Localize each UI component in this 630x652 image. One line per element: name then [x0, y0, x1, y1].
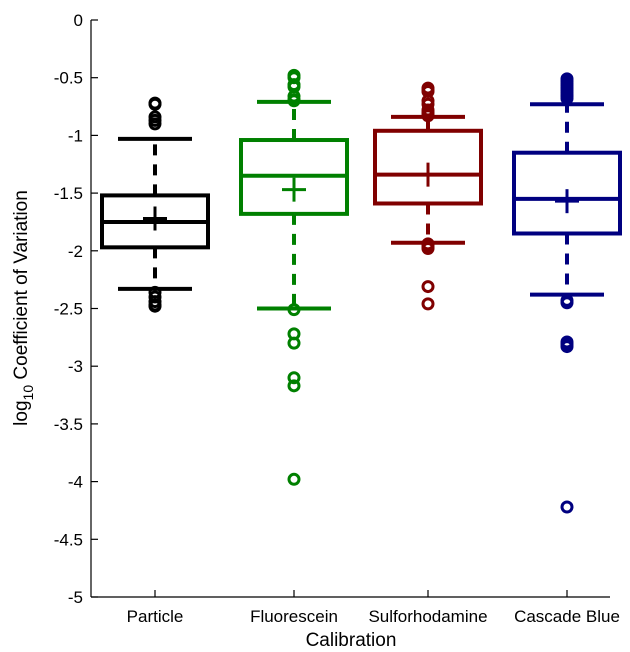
outlier-point: [560, 500, 574, 514]
x-tick-label: Sulforhodamine: [368, 607, 487, 626]
y-tick-label: -3.5: [54, 415, 83, 434]
plot-area: 0 -0.5 -1 -1.5 -2 -2.5 -3 -3.5 -4 -4.5 -5 Particle…: [54, 11, 622, 626]
outlier-point: [287, 472, 301, 486]
outlier-point: [287, 94, 301, 108]
box-group: [239, 68, 349, 486]
y-tick-label: -2.5: [54, 300, 83, 319]
box-group: [100, 96, 210, 313]
x-tick-label: Particle: [127, 607, 184, 626]
box-group: [512, 72, 622, 514]
outlier-point: [287, 303, 301, 317]
outlier-point: [421, 241, 435, 255]
y-axis-label-suffix: Coefficient of Variation: [11, 190, 32, 385]
outlier-point: [421, 109, 435, 123]
outlier-point: [560, 296, 574, 310]
outlier-point: [148, 97, 162, 111]
x-tick-label: Fluorescein: [250, 607, 338, 626]
outlier-point: [560, 340, 574, 354]
y-tick-label: -5: [68, 588, 83, 607]
x-axis-label: Calibration: [306, 630, 397, 651]
y-axis-label: log10 Coefficient of Variation: [11, 190, 36, 426]
y-tick-label: -3: [68, 357, 83, 376]
y-tick-label: -0.5: [54, 69, 83, 88]
outlier-point: [421, 280, 435, 294]
y-axis-label-prefix: log: [11, 400, 32, 425]
outlier-point: [287, 336, 301, 350]
outlier-point: [287, 379, 301, 393]
y-tick-label: -1.5: [54, 184, 83, 203]
outlier-point: [148, 117, 162, 131]
box-group: [373, 81, 483, 311]
y-axis-ticks: 0 -0.5 -1 -1.5 -2 -2.5 -3 -3.5 -4 -4.5 -5: [54, 11, 98, 607]
y-tick-label: -2: [68, 242, 83, 261]
boxes: [100, 68, 622, 514]
x-tick-label: Cascade Blue: [514, 607, 620, 626]
iqr-box: [512, 150, 622, 236]
y-tick-label: -4: [68, 473, 83, 492]
x-axis-ticks: Particle Fluorescein Sulforhodamine Cascade…: [127, 590, 620, 626]
outlier-point: [287, 371, 301, 385]
outlier-point: [421, 297, 435, 311]
y-axis-label-subscript: 10: [20, 385, 36, 401]
outlier-point: [148, 299, 162, 313]
y-tick-label: 0: [74, 11, 83, 30]
iqr-box: [373, 128, 483, 206]
y-tick-label: -4.5: [54, 530, 83, 549]
y-tick-label: -1: [68, 126, 83, 145]
outlier-point: [560, 91, 574, 105]
